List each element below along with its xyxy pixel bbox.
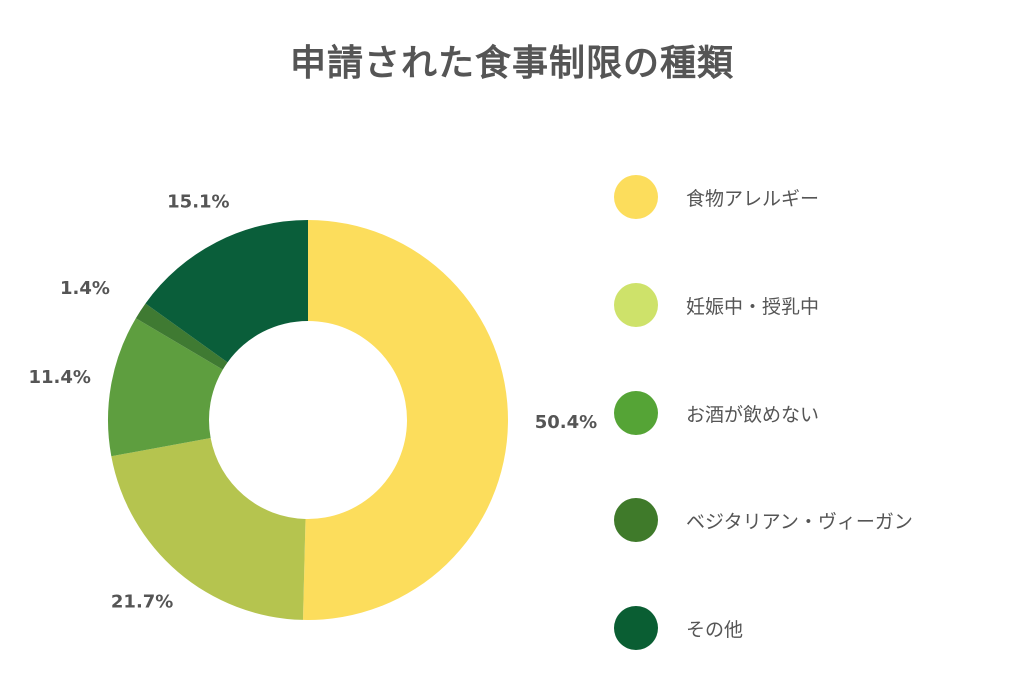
legend-label: その他 xyxy=(686,618,744,641)
legend-swatch xyxy=(614,175,658,219)
legend-item-5: その他 xyxy=(614,606,974,650)
legend-label: ベジタリアン・ヴィーガン xyxy=(686,510,913,533)
legend-item-2: 妊娠中・授乳中 xyxy=(614,283,974,327)
data-label-4: 1.4% xyxy=(60,278,110,299)
data-label-1: 50.4% xyxy=(535,412,597,433)
legend-swatch xyxy=(614,498,658,542)
legend-swatch xyxy=(614,283,658,327)
data-label-3: 11.4% xyxy=(28,367,90,388)
data-label-5: 15.1% xyxy=(167,192,229,213)
donut-slice-1 xyxy=(302,220,509,621)
legend-item-3: お酒が飲めない xyxy=(614,391,974,435)
donut-slice-4 xyxy=(135,303,228,370)
donut-slice-3 xyxy=(107,318,223,457)
data-label-2: 21.7% xyxy=(111,591,173,612)
donut-slice-5 xyxy=(145,220,308,363)
legend-label: 妊娠中・授乳中 xyxy=(686,295,820,318)
legend-swatch xyxy=(614,606,658,650)
donut-slice-2 xyxy=(111,437,306,620)
legend-label: 食物アレルギー xyxy=(686,187,820,210)
legend-swatch xyxy=(614,391,658,435)
chart-title: 申請された食事制限の種類 xyxy=(289,43,734,84)
legend-label: お酒が飲めない xyxy=(686,403,820,426)
legend-item-1: 食物アレルギー xyxy=(614,175,974,219)
legend-item-4: ベジタリアン・ヴィーガン xyxy=(614,498,974,542)
